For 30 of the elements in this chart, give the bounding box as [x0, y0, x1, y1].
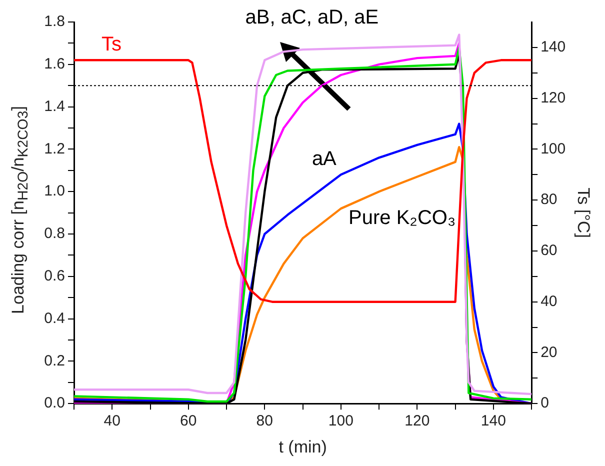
x-tick-label: 120	[404, 412, 430, 430]
y2-tick-label: 100	[540, 140, 566, 158]
y-tick-label: 1.8	[44, 13, 65, 30]
y-tick-label: 0.2	[44, 352, 65, 370]
y2-tick-label: 120	[540, 89, 566, 106]
y2-tick-label: 80	[540, 191, 558, 208]
y2-tick-label: 0	[540, 394, 549, 412]
y-tick-label: 0.8	[44, 225, 65, 242]
series-label: aA	[312, 148, 338, 170]
series-label: Ts	[101, 33, 122, 56]
x-tick-label: 100	[328, 412, 354, 430]
annotation: aB, aC, aD, aE	[245, 6, 379, 29]
y-tick-label: 0.4	[44, 310, 65, 327]
y-tick-label: 1.6	[44, 56, 65, 73]
y2-tick-label: 40	[540, 292, 558, 310]
y2-axis-title: Ts [°C]	[574, 188, 594, 238]
y2-tick-label: 140	[540, 38, 566, 56]
series-label: Pure K₂CO₃	[348, 207, 456, 230]
x-axis-title: t (min)	[278, 437, 327, 456]
x-tick-label: 140	[480, 412, 506, 430]
x-tick-label: 60	[180, 412, 197, 430]
y-tick-label: 0.6	[44, 268, 65, 285]
y-tick-label: 1.4	[44, 98, 65, 115]
y2-tick-label: 20	[540, 344, 558, 361]
y-tick-label: 0.0	[44, 394, 65, 412]
y-tick-label: 1.0	[44, 182, 65, 200]
y-tick-label: 1.2	[44, 140, 65, 158]
y2-tick-label: 60	[540, 242, 558, 260]
x-tick-label: 80	[256, 412, 273, 430]
x-tick-label: 40	[104, 412, 120, 430]
